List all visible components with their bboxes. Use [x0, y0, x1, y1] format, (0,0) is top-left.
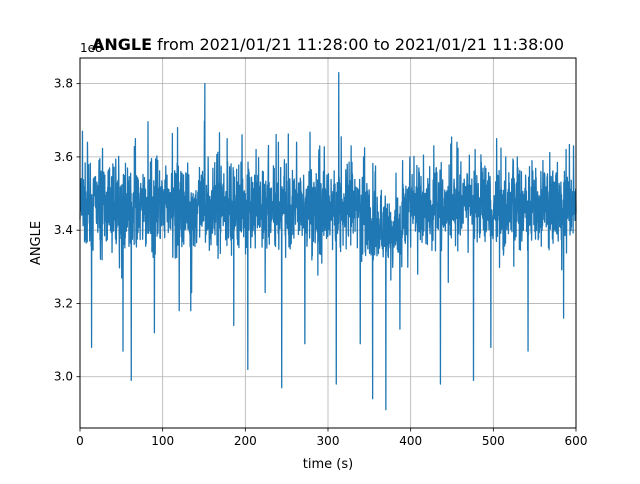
x-axis-label: time (s): [303, 457, 353, 472]
x-tick-label: 500: [482, 434, 505, 448]
x-tick-label: 100: [151, 434, 174, 448]
y-tick-label: 3.8: [54, 77, 73, 91]
y-axis-ticks: 3.0 3.2 3.4 3.6 3.8: [54, 77, 80, 384]
x-tick-label: 200: [234, 434, 257, 448]
y-tick-label: 3.0: [54, 370, 73, 384]
angle-series-line: [79, 72, 577, 411]
x-axis-ticks: 0 100 200 300 400 500 600: [76, 428, 587, 448]
y-offset-label: 1e8: [80, 41, 103, 55]
x-tick-label: 300: [317, 434, 340, 448]
y-tick-label: 3.4: [54, 223, 73, 237]
chart-title-bold: ANGLE: [92, 35, 152, 54]
x-tick-label: 400: [399, 434, 422, 448]
x-tick-label: 0: [76, 434, 84, 448]
y-axis-label: ANGLE: [29, 221, 44, 265]
y-tick-label: 3.2: [54, 296, 73, 310]
x-tick-label: 600: [565, 434, 588, 448]
chart-title-rest: from 2021/01/21 11:28:00 to 2021/01/21 1…: [152, 35, 564, 54]
y-tick-label: 3.6: [54, 150, 73, 164]
plot-line: [79, 72, 577, 411]
chart-title: ANGLE from 2021/01/21 11:28:00 to 2021/0…: [92, 35, 564, 54]
